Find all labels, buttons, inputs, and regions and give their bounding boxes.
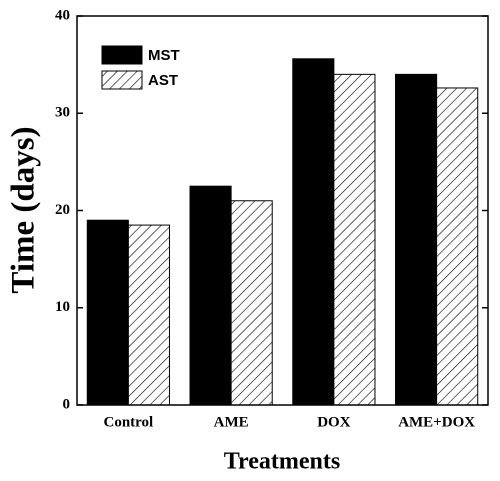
bar bbox=[436, 87, 479, 406]
bar bbox=[230, 200, 273, 406]
legend-label: MST bbox=[148, 47, 180, 64]
plot-frame bbox=[76, 15, 489, 406]
x-tick-label: DOX bbox=[317, 414, 351, 430]
x-axis-label: Treatments bbox=[224, 449, 340, 475]
bar bbox=[86, 219, 129, 406]
legend-swatch bbox=[101, 45, 143, 65]
x-tick-label: AME+DOX bbox=[398, 414, 475, 430]
y-tick-label: 10 bbox=[55, 299, 70, 315]
bar bbox=[127, 224, 170, 406]
bar bbox=[395, 73, 438, 406]
x-tick-label: AME bbox=[214, 414, 249, 430]
x-tick-label: Control bbox=[104, 414, 154, 430]
legend-label: AST bbox=[148, 72, 178, 89]
bar bbox=[292, 58, 335, 406]
y-tick-label: 30 bbox=[55, 105, 70, 121]
legend-swatch bbox=[101, 70, 143, 90]
y-axis-label: Time (days) bbox=[6, 126, 42, 293]
y-tick-label: 20 bbox=[55, 202, 70, 218]
bar bbox=[189, 185, 232, 406]
bar bbox=[333, 73, 376, 406]
y-tick-label: 40 bbox=[55, 7, 70, 23]
y-tick-label: 0 bbox=[63, 396, 71, 412]
